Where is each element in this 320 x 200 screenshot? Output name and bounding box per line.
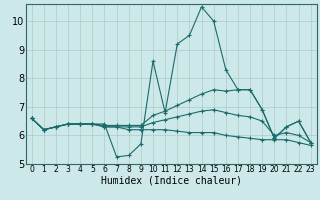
X-axis label: Humidex (Indice chaleur): Humidex (Indice chaleur) bbox=[101, 176, 242, 186]
